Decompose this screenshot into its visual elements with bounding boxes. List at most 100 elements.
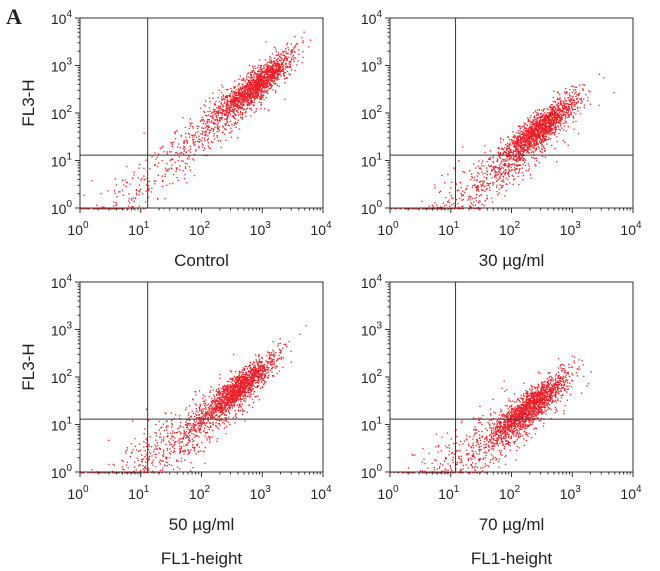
event-point bbox=[518, 158, 520, 160]
event-point bbox=[163, 151, 165, 153]
event-point bbox=[573, 99, 575, 101]
event-point bbox=[512, 142, 514, 144]
event-point bbox=[157, 197, 159, 200]
event-point bbox=[542, 114, 544, 116]
event-point bbox=[524, 145, 526, 147]
event-point bbox=[582, 89, 584, 91]
event-point bbox=[545, 114, 547, 116]
event-point bbox=[276, 69, 279, 71]
event-point bbox=[572, 115, 574, 117]
event-point bbox=[139, 163, 141, 166]
event-point bbox=[522, 153, 524, 155]
event-point bbox=[241, 101, 243, 103]
event-point bbox=[266, 83, 268, 86]
event-point bbox=[546, 130, 549, 132]
event-point bbox=[243, 385, 245, 387]
event-point bbox=[533, 121, 535, 123]
event-point bbox=[538, 133, 540, 135]
scatter-points bbox=[80, 325, 307, 474]
event-point bbox=[114, 192, 116, 195]
event-point bbox=[97, 208, 99, 210]
event-point bbox=[548, 120, 550, 122]
event-point bbox=[119, 208, 121, 210]
event-point bbox=[273, 366, 275, 368]
event-point bbox=[537, 134, 539, 136]
event-point bbox=[247, 395, 249, 398]
event-point bbox=[231, 104, 233, 106]
event-point bbox=[524, 145, 526, 148]
event-point bbox=[275, 71, 277, 73]
event-point bbox=[255, 97, 257, 99]
event-point bbox=[575, 91, 577, 93]
event-point bbox=[530, 149, 532, 151]
event-point bbox=[182, 117, 184, 119]
event-point bbox=[497, 151, 499, 154]
event-point bbox=[227, 102, 229, 105]
event-point bbox=[212, 130, 214, 132]
event-point bbox=[587, 96, 589, 99]
event-point bbox=[251, 93, 253, 95]
event-point bbox=[256, 77, 258, 79]
event-point bbox=[255, 110, 257, 112]
event-point bbox=[547, 115, 550, 117]
event-point bbox=[215, 112, 217, 114]
event-point bbox=[246, 100, 248, 102]
event-point bbox=[563, 104, 565, 106]
event-point bbox=[531, 125, 533, 127]
event-point bbox=[156, 156, 158, 158]
event-point bbox=[549, 130, 551, 132]
event-point bbox=[233, 99, 235, 101]
event-point bbox=[284, 50, 286, 52]
event-point bbox=[504, 195, 506, 197]
event-point bbox=[224, 99, 226, 101]
event-point bbox=[510, 156, 513, 158]
event-point bbox=[308, 46, 310, 48]
event-point bbox=[526, 124, 528, 127]
event-point bbox=[509, 147, 511, 149]
event-point bbox=[557, 121, 559, 123]
event-point bbox=[264, 80, 266, 82]
event-point bbox=[556, 91, 559, 93]
event-point bbox=[121, 179, 124, 181]
event-point bbox=[526, 148, 528, 150]
event-point bbox=[208, 147, 210, 149]
event-point bbox=[537, 114, 540, 116]
event-point bbox=[529, 146, 531, 148]
event-point bbox=[536, 140, 539, 142]
event-point bbox=[166, 163, 168, 165]
event-point bbox=[560, 114, 563, 116]
event-point bbox=[521, 151, 524, 153]
event-point bbox=[113, 190, 116, 192]
event-point bbox=[516, 150, 519, 152]
event-point bbox=[240, 96, 242, 98]
event-point bbox=[239, 111, 242, 114]
event-point bbox=[509, 155, 511, 158]
event-point bbox=[516, 168, 518, 170]
event-point bbox=[555, 115, 557, 117]
event-point bbox=[263, 74, 265, 76]
event-point bbox=[458, 160, 460, 162]
event-point bbox=[223, 128, 226, 130]
event-point bbox=[527, 129, 529, 131]
event-point bbox=[201, 116, 203, 118]
event-point bbox=[155, 180, 157, 182]
event-point bbox=[551, 114, 554, 116]
event-point bbox=[226, 103, 228, 106]
event-point bbox=[202, 417, 204, 419]
event-point bbox=[260, 84, 263, 86]
event-point bbox=[258, 59, 261, 61]
event-point bbox=[231, 100, 234, 103]
event-point bbox=[270, 65, 273, 67]
event-point bbox=[525, 141, 527, 143]
event-point bbox=[540, 142, 543, 144]
event-point bbox=[466, 188, 468, 190]
event-point bbox=[253, 97, 255, 99]
event-point bbox=[107, 190, 109, 192]
event-point bbox=[257, 364, 259, 366]
event-point bbox=[269, 65, 271, 67]
event-point bbox=[245, 83, 247, 85]
event-point bbox=[192, 141, 194, 143]
event-point bbox=[237, 410, 240, 412]
event-point bbox=[258, 76, 260, 78]
event-point bbox=[495, 165, 497, 168]
